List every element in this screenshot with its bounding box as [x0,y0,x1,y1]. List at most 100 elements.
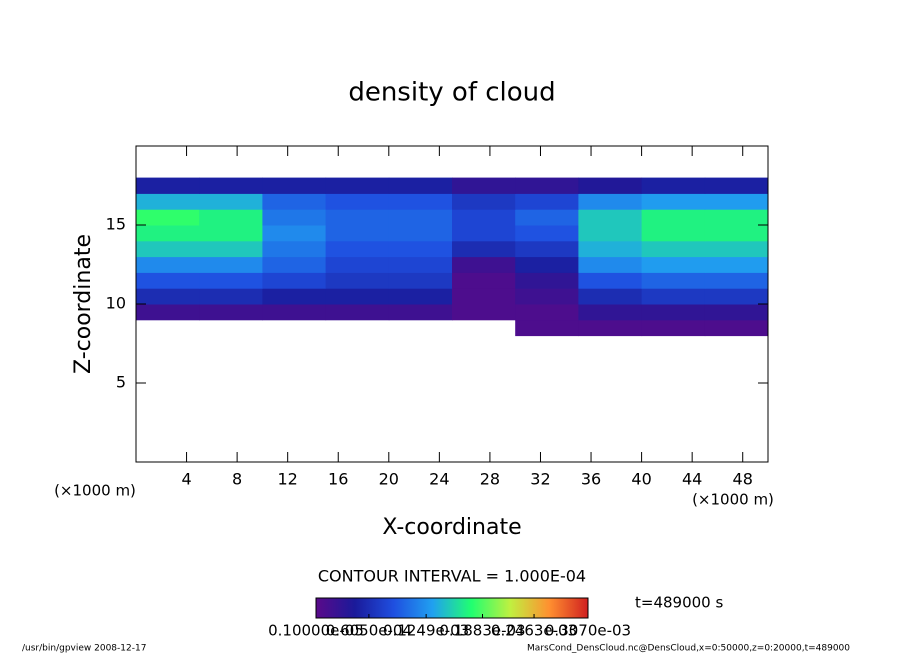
cell [262,256,327,273]
cell [578,177,643,194]
cell [578,225,643,242]
y-tick-label: 15 [106,215,126,234]
cell [515,288,579,305]
cell [136,256,200,273]
y-unit: (×1000 m) [54,482,136,500]
y-axis-label: Z-coordinate [71,234,96,374]
cell [262,193,327,210]
cell [136,193,200,210]
cell [704,319,769,337]
cell [325,288,390,305]
cell [452,177,516,194]
cell [199,304,263,321]
cell [641,193,706,210]
x-unit: (×1000 m) [692,491,774,509]
cell [578,240,643,258]
cell [199,193,263,210]
cell [641,209,706,226]
cell [578,272,643,289]
colorbar-tick-label: 0.6050e-04 [326,622,412,640]
cell [641,240,706,258]
cell [388,177,453,194]
cell [452,209,516,226]
cell [641,304,706,321]
cell [388,225,453,242]
cell [199,177,263,194]
cell [515,240,579,258]
cell [515,225,579,242]
x-tick-label: 20 [379,470,399,489]
time-note: t=489000 s [635,594,723,612]
cell [325,209,390,226]
cell [704,209,769,226]
contour-note: CONTOUR INTERVAL = 1.000E-04 [318,567,586,586]
cell [136,240,200,258]
cell [388,209,453,226]
colorbar-tick-label: 0.3070e-03 [545,622,631,640]
cell [515,304,579,321]
x-axis-label: X-coordinate [382,515,521,540]
colorbar-tick-label: 0.1883e-03 [439,622,525,640]
cell [452,304,516,321]
cell [515,209,579,226]
cell [515,177,579,194]
cell [388,256,453,273]
cell [641,225,706,242]
cell [199,256,263,273]
cell [704,177,769,194]
cell [704,288,769,305]
cell [199,288,263,305]
cell [578,193,643,210]
x-tick-label: 8 [232,470,242,489]
cell [199,272,263,289]
y-tick-label: 10 [106,294,126,313]
footer-left: /usr/bin/gpview 2008-12-17 [22,644,146,654]
cell [641,177,706,194]
cell [136,288,200,305]
cell [262,225,327,242]
cell [515,256,579,273]
x-tick-label: 44 [682,470,702,489]
cell [388,272,453,289]
cell [704,304,769,321]
x-tick-label: 48 [733,470,753,489]
cell [578,319,643,337]
x-tick-label: 4 [181,470,191,489]
cell [452,256,516,273]
cell [578,256,643,273]
x-tick-label: 24 [429,470,449,489]
cell [388,304,453,321]
cell [452,288,516,305]
colorbar-tick-label: 0.1249e-03 [383,622,469,640]
colorbar-tick-label: 0.10000e-05 [268,622,364,640]
cell [641,256,706,273]
cell [704,240,769,258]
cell [325,193,390,210]
x-tick-label: 28 [480,470,500,489]
cell [199,225,263,242]
cell [325,225,390,242]
cell [136,225,200,242]
cell [704,272,769,289]
cell [325,240,390,258]
x-tick-label: 16 [328,470,348,489]
cell [325,256,390,273]
cell [262,177,327,194]
cell [136,272,200,289]
cell [578,288,643,305]
cell [704,193,769,210]
cell [388,193,453,210]
cell [136,304,200,321]
x-tick-label: 40 [631,470,651,489]
cell [199,209,263,226]
cell [515,193,579,210]
cell [641,288,706,305]
cell [325,304,390,321]
cell [578,209,643,226]
footer-right: MarsCond_DensCloud.nc@DensCloud,x=0:5000… [527,644,850,654]
x-tick-label: 12 [278,470,298,489]
colorbar [315,597,589,619]
cell [325,177,390,194]
cell [388,240,453,258]
